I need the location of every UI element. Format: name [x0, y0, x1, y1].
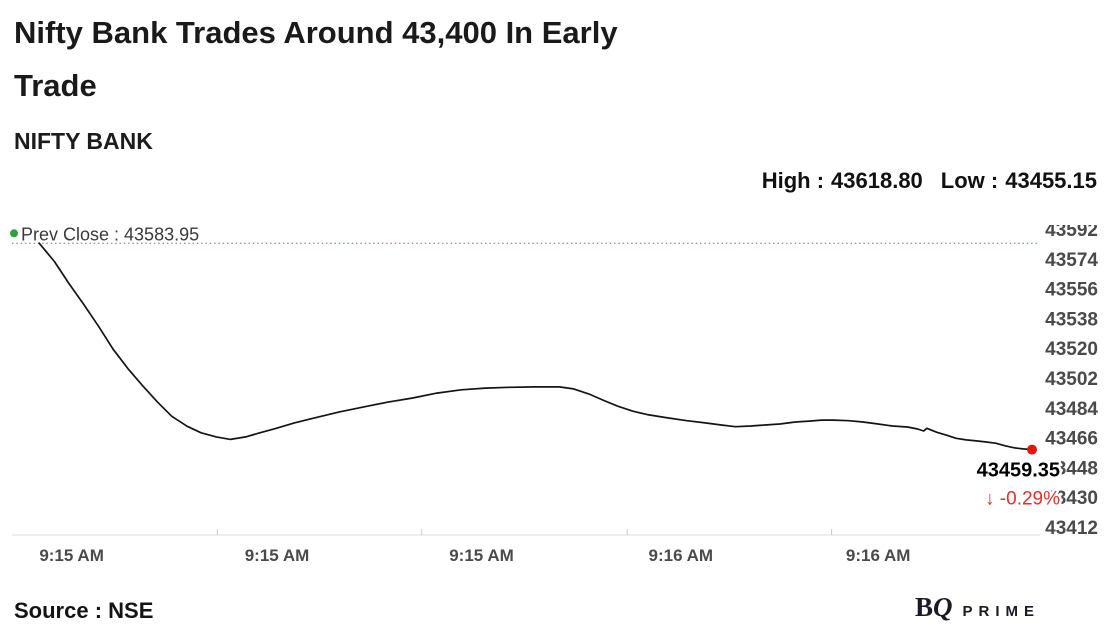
source-label: Source : NSE — [14, 598, 154, 623]
y-axis-label: 43484 — [1045, 399, 1098, 420]
bqprime-logo: BQ PRIME — [915, 592, 1040, 623]
page-title-line1: Nifty Bank Trades Around 43,400 In Early — [14, 15, 618, 50]
y-axis-label: 43592 — [1045, 225, 1098, 241]
y-axis-label: 43466 — [1045, 429, 1098, 450]
instrument-name: NIFTY BANK — [14, 128, 153, 154]
y-axis-label: 43448 — [1045, 458, 1098, 479]
x-axis-label: 9:16 AM — [846, 546, 911, 565]
y-axis-label: 43556 — [1045, 280, 1098, 301]
x-axis-label: 9:15 AM — [39, 546, 104, 565]
x-axis-label: 9:15 AM — [245, 546, 310, 565]
last-price-label: 43459.35 — [977, 460, 1060, 482]
change-label: ↓ -0.29% — [985, 489, 1060, 510]
high-low-row: High : 43618.80 Low : 43455.15 — [762, 168, 1097, 194]
page-title-line2: Trade — [14, 68, 97, 103]
prev-close-label: Prev Close : 43583.95 — [21, 225, 199, 244]
last-price-dot-icon — [1027, 444, 1037, 455]
prev-close-dot-icon — [10, 229, 18, 238]
bq-logo-mark: BQ — [914, 592, 953, 622]
high-value: 43618.80 — [831, 168, 923, 193]
prime-logo-text: PRIME — [962, 603, 1040, 620]
low-label: Low : — [940, 168, 999, 193]
y-axis-label: 43430 — [1045, 488, 1098, 509]
y-axis-label: 43538 — [1045, 309, 1098, 330]
x-axis-label: 9:16 AM — [649, 546, 714, 565]
x-axis-label: 9:15 AM — [449, 546, 514, 565]
y-axis-label: 43502 — [1045, 369, 1098, 390]
y-axis-label: 43574 — [1045, 250, 1098, 271]
price-line — [38, 242, 1033, 451]
price-chart: 43592 43574 43556 43538 43520 43502 43484 43466… — [10, 225, 1098, 565]
page-title: Nifty Bank Trades Around 43,400 In Early… — [14, 6, 794, 112]
high-label: High : — [761, 168, 825, 193]
y-axis-label: 43520 — [1045, 339, 1098, 360]
low-value: 43455.15 — [1005, 168, 1097, 193]
y-axis-label: 43412 — [1045, 518, 1098, 539]
